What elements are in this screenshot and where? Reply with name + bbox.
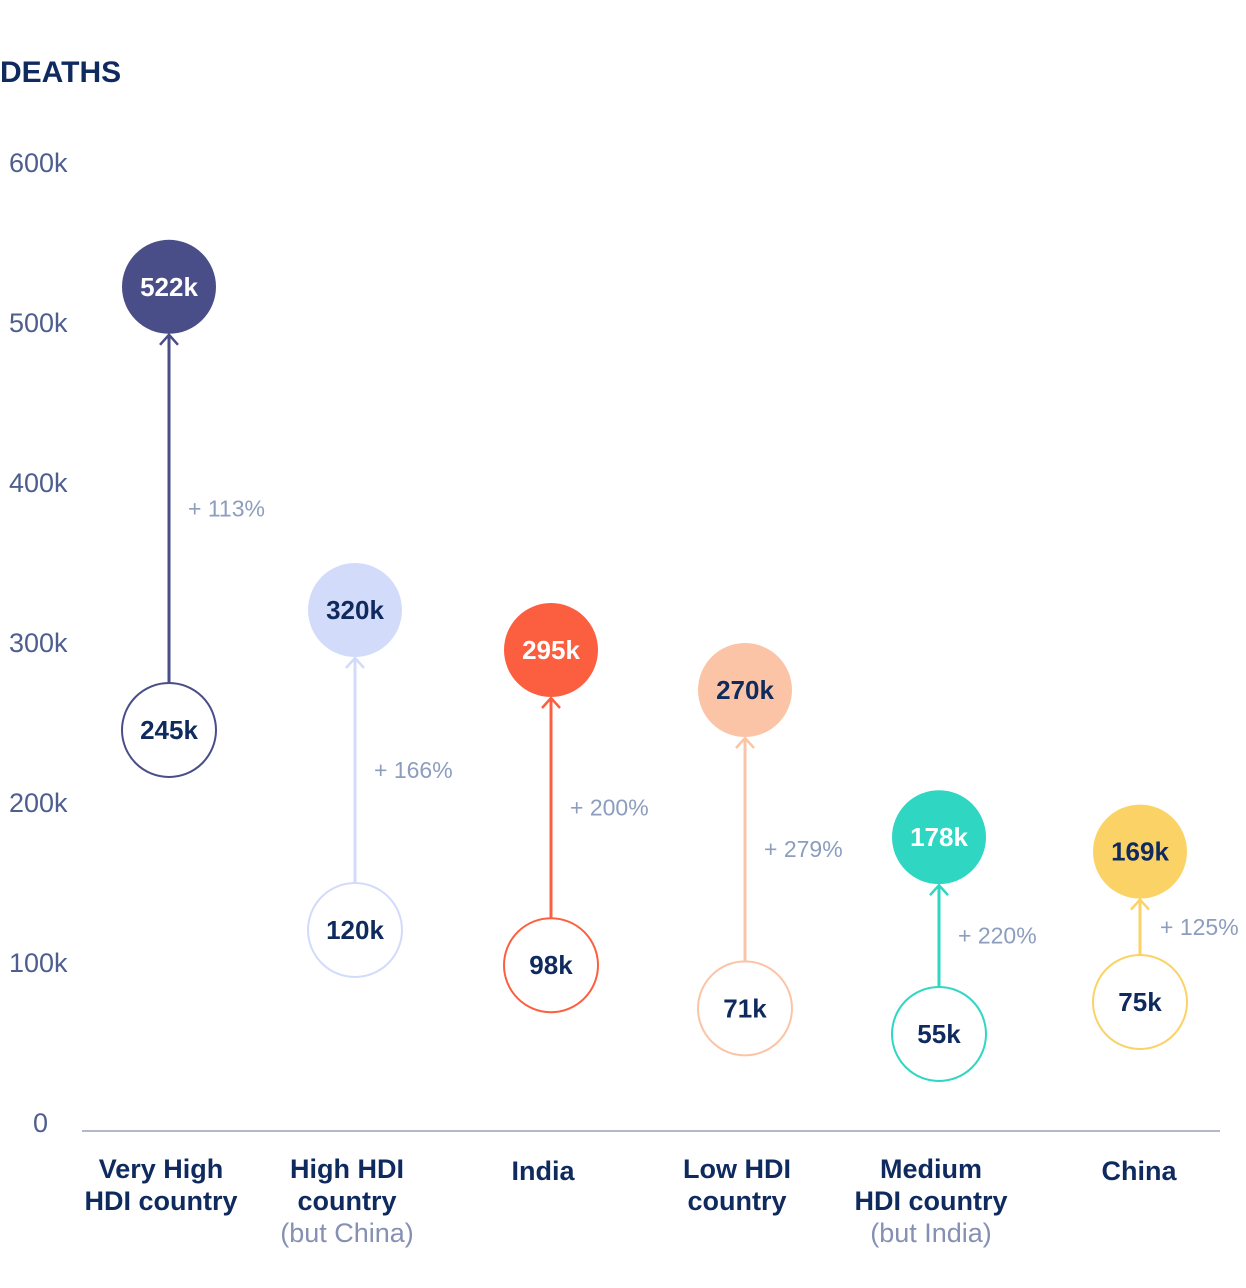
change-percent-label: + 166% (374, 757, 453, 783)
category-label: China (1101, 1156, 1177, 1186)
end-value-label: 270k (716, 675, 774, 705)
end-value-marker (892, 790, 986, 885)
end-value-label: 169k (1111, 837, 1169, 867)
start-value-label: 98k (529, 950, 573, 980)
arrow-head-icon (345, 656, 365, 669)
end-value-label: 320k (326, 595, 384, 625)
end-value-marker (1093, 804, 1187, 899)
category-sublabel: (but China) (280, 1218, 414, 1248)
start-value-label: 245k (140, 715, 198, 745)
y-tick-label: 600k (9, 148, 68, 178)
category-sublabel: (but India) (870, 1218, 992, 1248)
change-percent-label: + 113% (188, 495, 265, 521)
category-label: High HDI (290, 1154, 404, 1184)
category-label: Low HDI (683, 1154, 791, 1184)
start-value-marker (503, 917, 599, 1014)
start-value-label: 71k (723, 993, 767, 1023)
category-label: Medium (880, 1154, 982, 1184)
end-value-label: 295k (522, 635, 580, 665)
start-value-marker (307, 882, 403, 978)
y-tick-label: 300k (9, 628, 68, 658)
category-label: country (297, 1186, 396, 1216)
arrow-head-icon (1130, 897, 1150, 911)
end-value-marker (308, 563, 402, 657)
start-value-label: 55k (917, 1019, 961, 1049)
end-value-label: 522k (140, 272, 198, 302)
end-value-marker (698, 643, 792, 737)
start-value-marker (891, 986, 987, 1082)
category-label: country (687, 1186, 786, 1216)
y-axis: 0 100k 200k 300k 400k 500k 600k (9, 148, 68, 1138)
dumbbell-item: 75k 169k + 125% (1092, 804, 1239, 1050)
y-tick-label: 400k (9, 468, 68, 498)
change-percent-label: + 220% (958, 923, 1037, 949)
dumbbell-item: 55k 178k + 220% (891, 790, 1037, 1082)
dumbbell-item: 71k 270k + 279% (697, 643, 843, 1057)
start-value-marker (121, 682, 217, 778)
dumbbell-item: 245k 522k + 113% (121, 239, 265, 778)
dumbbell-item: 98k 295k + 200% (503, 603, 649, 1014)
change-percent-label: + 279% (764, 836, 843, 862)
series-layer: 245k 522k + 113% 120k 320k + 166% 98k 295k + 200… (121, 239, 1239, 1082)
end-value-marker (504, 603, 598, 697)
category-label: India (511, 1156, 575, 1186)
y-tick-label: 500k (9, 308, 68, 338)
arrow-head-icon (735, 736, 755, 749)
category-label: Very High (99, 1154, 224, 1184)
end-value-label: 178k (910, 822, 968, 852)
y-tick-label: 100k (9, 948, 68, 978)
category-label: HDI country (84, 1186, 237, 1216)
arrow-head-icon (929, 883, 949, 897)
dumbbell-item: 120k 320k + 166% (307, 563, 453, 978)
chart-title: DEATHS (0, 56, 121, 89)
category-label: HDI country (854, 1186, 1007, 1216)
end-value-marker (122, 239, 216, 334)
arrow-head-icon (159, 332, 179, 346)
change-percent-label: + 125% (1160, 914, 1239, 940)
start-value-label: 120k (326, 915, 384, 945)
arrow-head-icon (541, 696, 561, 709)
start-value-marker (697, 960, 793, 1057)
start-value-label: 75k (1118, 987, 1162, 1017)
start-value-marker (1092, 954, 1188, 1050)
y-tick-label: 200k (9, 788, 68, 818)
y-tick-label: 0 (33, 1108, 48, 1138)
change-percent-label: + 200% (570, 795, 649, 821)
